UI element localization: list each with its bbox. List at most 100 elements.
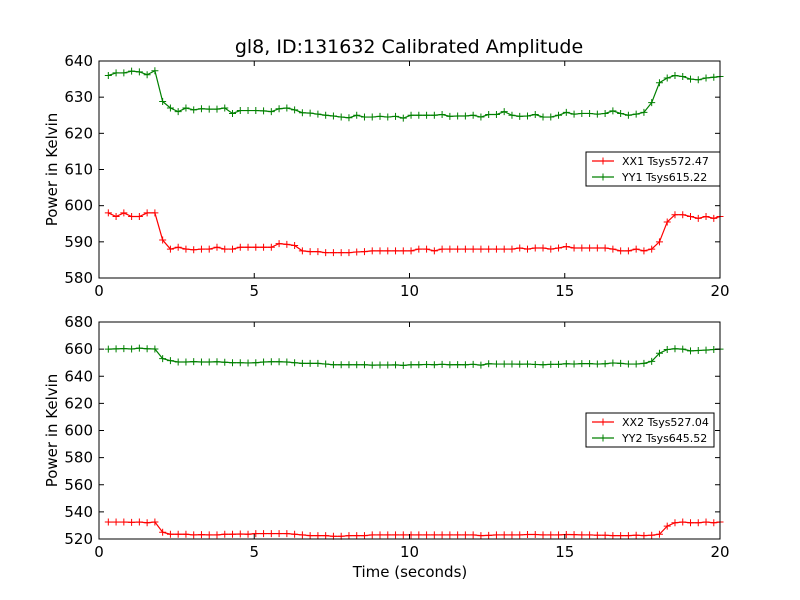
- panel-2-series-1-marker: [687, 519, 695, 527]
- panel-2-series-1-marker: [461, 531, 469, 539]
- panel-1-series-2-marker: [314, 110, 322, 118]
- panel-2-series-1-marker: [407, 531, 415, 539]
- panel-2-series-1: [104, 518, 724, 540]
- panel-1-series-1-marker: [663, 218, 671, 226]
- panel-2-series-2-marker: [407, 361, 415, 369]
- panel-1-series-2-marker: [236, 107, 244, 115]
- panel-1-x-tick-label: 10: [400, 282, 419, 300]
- panel-2-series-1-marker: [221, 530, 229, 538]
- panel-1-series-1-marker: [205, 245, 213, 253]
- panel-2-series-2-marker: [283, 358, 291, 366]
- panel-2-series-1-marker: [360, 532, 368, 540]
- panel-2-series-2-marker: [516, 360, 524, 368]
- panel-1-y-tick-label: 630: [64, 88, 93, 106]
- panel-2-x-tick-label: 5: [249, 543, 259, 561]
- panel-2-series-2-marker: [477, 361, 485, 369]
- panel-1-series-1-marker: [547, 245, 555, 253]
- panel-1-series-2-marker: [469, 111, 477, 119]
- panel-1-series-2-marker: [353, 111, 361, 119]
- panel-2-series-2-marker: [252, 359, 260, 367]
- panel-2-series-1-marker: [508, 531, 516, 539]
- panel-1-series-1-marker: [461, 245, 469, 253]
- panel-2-series-1-marker: [500, 531, 508, 539]
- panel-1-y-tick-label: 590: [64, 233, 93, 251]
- panel-2-series-1-marker: [236, 530, 244, 538]
- panel-2-series-2-marker: [135, 344, 143, 352]
- panel-1-series-2-marker: [694, 76, 702, 84]
- panel-2-series-1-marker: [275, 530, 283, 538]
- panel-2-series-1-marker: [322, 532, 330, 540]
- panel-1-series-1-marker: [555, 244, 563, 252]
- panel-2-series-2-marker: [353, 361, 361, 369]
- panel-2-series-1-marker: [298, 531, 306, 539]
- panel-2-series-2-marker: [702, 346, 710, 354]
- panel-2-series-2-marker: [547, 360, 555, 368]
- panel-2-series-1-marker: [135, 518, 143, 526]
- panel-2-series-2-marker: [508, 360, 516, 368]
- panel-1-series-1-marker: [671, 211, 679, 219]
- panel-1-series-2-marker: [671, 71, 679, 79]
- panel-2-series-2-marker: [229, 359, 237, 367]
- panel-1-series-2-marker: [500, 108, 508, 116]
- panel-1-series-1-marker: [260, 243, 268, 251]
- panel-1-series-2-marker: [593, 110, 601, 118]
- panel-1-series-1: [104, 209, 724, 257]
- panel-1-series-2-marker: [229, 109, 237, 117]
- panel-2-series-1-marker: [578, 531, 586, 539]
- panel-2-series-2-marker: [368, 361, 376, 369]
- panel-2-series-1-marker: [663, 522, 671, 530]
- panel-1-series-2-marker: [399, 114, 407, 122]
- panel-2-series-2-marker: [345, 361, 353, 369]
- panel-2-x-tick-label: 10: [400, 543, 419, 561]
- panel-1-x-tick-label: 20: [710, 282, 729, 300]
- panel-2-x-tick-label: 20: [710, 543, 729, 561]
- panel-1-series-2-marker: [322, 111, 330, 119]
- panel-2-series-1-marker: [166, 530, 174, 538]
- panel-1-series-1-marker: [648, 245, 656, 253]
- panel-1-series-1-marker: [252, 243, 260, 251]
- panel-2-x-tick-label: 0: [94, 543, 104, 561]
- panel-2-series-2-marker: [562, 360, 570, 368]
- panel-1-series-2-marker: [213, 105, 221, 113]
- panel-1-legend: XX1 Tsys572.47 YY1 Tsys615.22: [585, 151, 721, 187]
- panel-1-series-1-marker: [617, 247, 625, 255]
- panel-2-series-2-marker: [267, 358, 275, 366]
- panel-1-series-1-marker: [477, 245, 485, 253]
- panel-1-y-tick-label: 640: [64, 52, 93, 70]
- panel-2-series-2-marker: [112, 345, 120, 353]
- panel-2-series-1-marker: [438, 531, 446, 539]
- panel-2-series-2-marker: [392, 361, 400, 369]
- panel-2-series-2-marker: [593, 360, 601, 368]
- panel-1-series-2-marker: [275, 105, 283, 113]
- panel-2-series-2: [104, 344, 724, 369]
- panel-1-series-1-marker: [399, 247, 407, 255]
- panel-2-series-2-marker: [329, 361, 337, 369]
- panel-2-series-2-marker: [166, 357, 174, 365]
- panel-1-series-2-marker: [104, 71, 112, 79]
- panel-2-series-1-marker: [562, 531, 570, 539]
- panel-2-series-2-marker: [197, 358, 205, 366]
- panel-1-y-tick-label: 610: [64, 161, 93, 179]
- panel-2-series-2-marker: [438, 360, 446, 368]
- panel-1-series-2-marker: [492, 111, 500, 119]
- panel-1-series-1-marker: [353, 248, 361, 256]
- panel-1-legend-swatch-marker: [599, 157, 607, 165]
- panel-1-y-tick-label: 580: [64, 269, 93, 287]
- panel-1-series-2: [104, 67, 724, 122]
- panel-1-series-2-marker: [632, 110, 640, 118]
- panel-1-series-1-marker: [360, 248, 368, 256]
- panel-1-series-1-marker: [368, 247, 376, 255]
- panel-2-series-2-marker: [236, 359, 244, 367]
- panel-2-series-1-marker: [492, 531, 500, 539]
- panel-2-series-2-marker: [360, 361, 368, 369]
- panel-2-series-2-marker: [694, 346, 702, 354]
- panel-1-series-1-marker: [322, 249, 330, 257]
- panel-2-series-1-marker: [648, 531, 656, 539]
- panel-1-series-1-marker: [430, 247, 438, 255]
- panel-1-series-1-marker: [492, 245, 500, 253]
- panel-1-series-2-marker: [345, 114, 353, 122]
- panel-1-series-2-marker: [687, 75, 695, 83]
- panel-1-series-1-marker: [485, 245, 493, 253]
- panel-2-series-1-marker: [104, 518, 112, 526]
- panel-1-series-1-marker: [609, 245, 617, 253]
